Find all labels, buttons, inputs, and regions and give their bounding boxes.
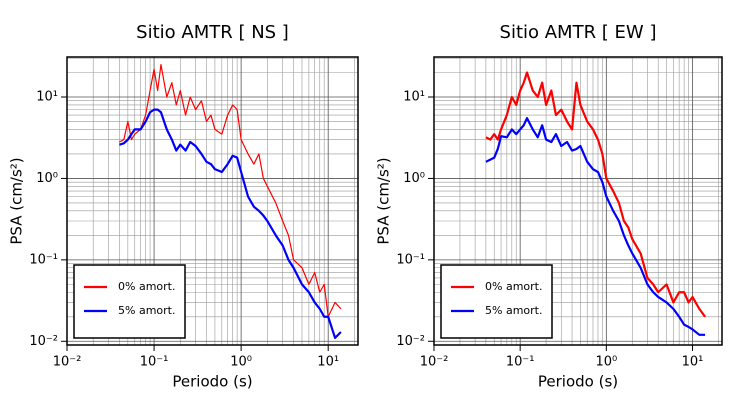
- legend-label: 5% amort.: [118, 304, 175, 317]
- x-tick-label: 10⁻²: [420, 355, 449, 370]
- legend-box: [73, 264, 186, 339]
- series-line: [119, 64, 342, 318]
- x-tick-label: 10¹: [682, 355, 704, 370]
- y-tick-label: 10⁻²: [29, 334, 58, 349]
- x-axis-label: Periodo (s): [538, 373, 618, 391]
- series-line: [485, 71, 706, 318]
- legend-box: [440, 264, 553, 339]
- x-tick-label: 10⁻²: [53, 355, 82, 370]
- y-tick-label: 10⁰: [36, 171, 58, 186]
- y-tick-label: 10⁰: [403, 171, 425, 186]
- chart-title: Sitio AMTR [ EW ]: [500, 22, 657, 43]
- series-line: [485, 117, 706, 336]
- y-axis-label: PSA (cm/s²): [375, 157, 393, 244]
- plot-frame: [433, 56, 723, 346]
- legend-label: 0% amort.: [485, 280, 542, 293]
- legend-label: 0% amort.: [118, 280, 175, 293]
- x-tick-label: 10⁻¹: [140, 355, 169, 370]
- x-tick-label: 10⁻¹: [506, 355, 535, 370]
- plot-frame: [66, 56, 359, 346]
- y-tick-label: 10¹: [403, 90, 425, 105]
- y-tick-label: 10⁻¹: [29, 252, 58, 267]
- y-tick-label: 10¹: [36, 90, 58, 105]
- legend-label: 5% amort.: [485, 304, 542, 317]
- x-tick-label: 10⁰: [230, 355, 252, 370]
- x-tick-label: 10¹: [317, 355, 339, 370]
- y-tick-label: 10⁻¹: [396, 252, 425, 267]
- y-axis-label: PSA (cm/s²): [8, 157, 26, 244]
- chart-title: Sitio AMTR [ NS ]: [136, 22, 289, 43]
- y-tick-label: 10⁻²: [396, 334, 425, 349]
- x-axis-label: Periodo (s): [172, 373, 252, 391]
- series-line: [119, 108, 342, 340]
- x-tick-label: 10⁰: [595, 355, 617, 370]
